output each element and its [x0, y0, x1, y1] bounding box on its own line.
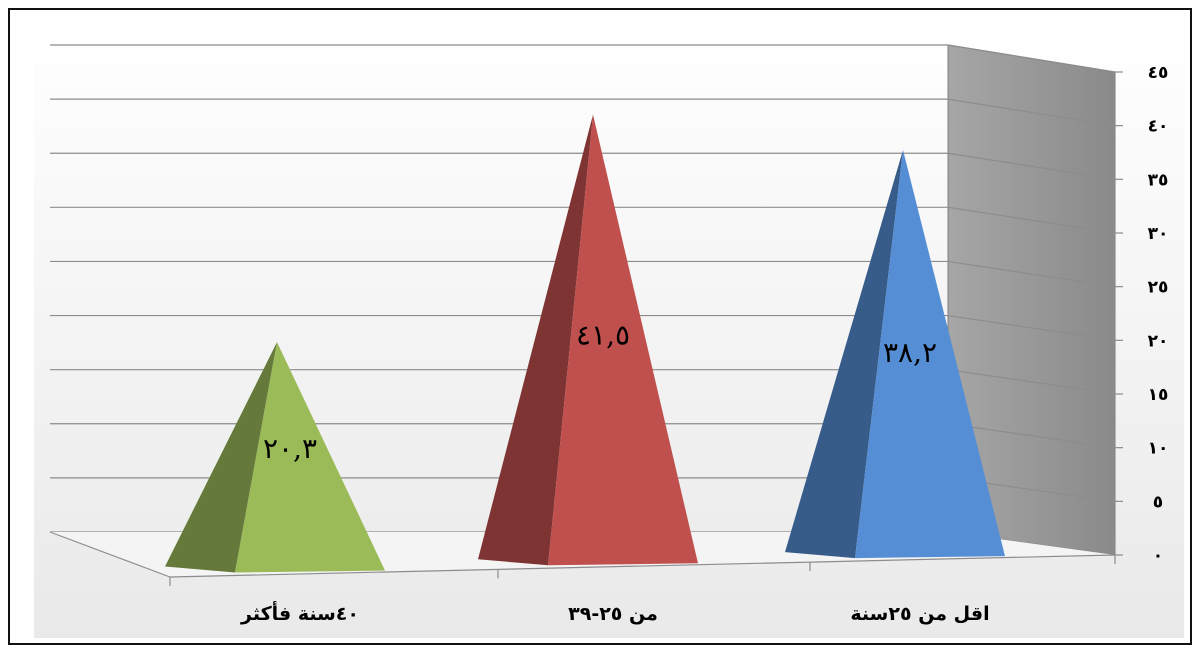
pyramid-chart: ٠ ٥ ١٠ ١٥ ٢٠ ٢٥ ٣٠ ٣٥ ٤٠ ٤٥ ٣٨,٢ ٤١,٥ ٢٠,٣ اقل من ٢…: [34, 20, 1184, 638]
gridline-7: [50, 152, 1116, 180]
pyramid-0-left-face: [785, 149, 903, 559]
y-tick-label-7: ٣٥: [1148, 170, 1169, 190]
gridline-4: [50, 314, 1116, 341]
pyramid-2-left-face: [165, 342, 277, 573]
y-tick-label-6: ٣٠: [1148, 224, 1169, 244]
data-label-2: ٢٠,٣: [263, 432, 317, 465]
gridline-9: [50, 44, 1116, 73]
pyramid-0: [785, 149, 1005, 559]
pyramid-1: [478, 114, 698, 566]
pyramid-0-front-face: [855, 149, 1005, 559]
y-tick-label-9: ٤٥: [1148, 63, 1169, 83]
gridline-6: [50, 206, 1116, 234]
pyramid-2: [165, 342, 385, 573]
gridline-5: [50, 260, 1116, 288]
pyramid-2-front-face: [235, 342, 385, 573]
data-label-1: ٤١,٥: [576, 318, 630, 351]
y-tick-label-1: ٥: [1153, 492, 1163, 512]
y-tick-label-5: ٢٥: [1148, 278, 1169, 298]
category-label-2: ٤٠سنة فأكثر: [240, 601, 359, 625]
pyramid-1-front-face: [548, 114, 698, 566]
y-tick-label-8: ٤٠: [1148, 117, 1169, 137]
y-tick-label-0: ٠: [1153, 546, 1163, 566]
category-label-0: اقل من ٢٥سنة: [850, 603, 989, 625]
chart-frame: ٠ ٥ ١٠ ١٥ ٢٠ ٢٥ ٣٠ ٣٥ ٤٠ ٤٥ ٣٨,٢ ٤١,٥ ٢٠,٣ اقل من ٢…: [8, 8, 1192, 645]
y-tick-label-2: ١٠: [1148, 439, 1169, 459]
y-tick-label-3: ١٥: [1148, 385, 1169, 405]
pyramid-1-left-face: [478, 114, 593, 566]
data-label-0: ٣٨,٢: [883, 336, 937, 369]
gridline-8: [50, 98, 1116, 127]
category-label-1: من ٢٥-٣٩: [568, 603, 658, 625]
x-axis-line: [169, 554, 1116, 578]
y-tick-label-4: ٢٠: [1148, 331, 1169, 351]
floor-left-edge: [49, 531, 171, 578]
